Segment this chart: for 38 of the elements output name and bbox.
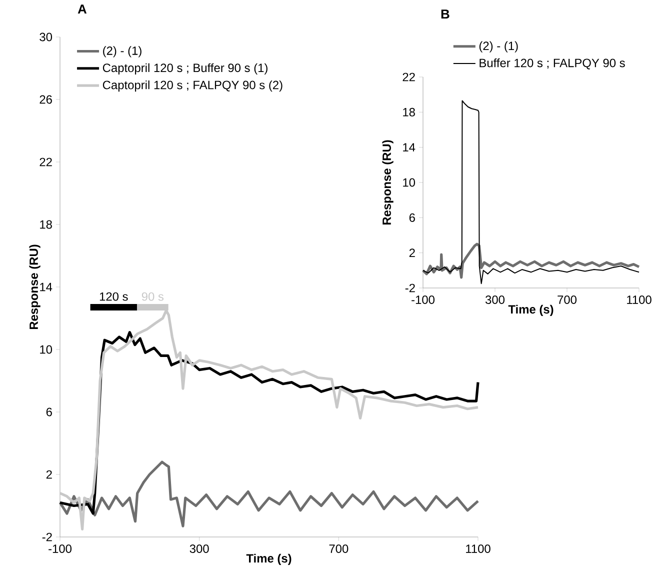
legend-label: Captopril 120 s ; Buffer 90 s (1) [102, 63, 268, 74]
x-axis-title: Time (s) [246, 554, 292, 565]
x-tick-label: 700 [329, 544, 348, 553]
legend-label: Buffer 120 s ; FALPQY 90 s [480, 58, 625, 70]
legend-label: Captopril 120 s ; FALPQY 90 s (2) [102, 80, 282, 92]
legend-label: (2) - (1) [479, 41, 518, 52]
y-tick-label: 2 [409, 248, 415, 257]
y-tick-label: 22 [40, 158, 52, 166]
y-axis-title: Response (RU) [29, 244, 40, 330]
chart-title: B [441, 10, 450, 18]
y-tick-label: 26 [40, 95, 52, 104]
y-tick-label: 2 [46, 470, 52, 479]
x-tick-label: 300 [485, 296, 505, 304]
annotation: 120 s [100, 292, 128, 301]
y-tick-label: -2 [405, 284, 415, 292]
y-tick-label: 22 [402, 72, 415, 82]
y-tick-label: -2 [42, 532, 52, 542]
y-tick-label: 6 [46, 408, 52, 416]
x-tick-label: 300 [190, 544, 209, 553]
y-tick-label: 10 [403, 178, 416, 187]
y-tick-label: 18 [403, 108, 415, 116]
y-tick-label: 14 [40, 282, 52, 292]
legend-label: (2) - (1) [103, 46, 142, 58]
y-tick-label: 30 [40, 32, 52, 42]
y-tick-label: 6 [409, 213, 415, 222]
y-tick-label: 14 [403, 143, 416, 152]
x-tick-label: 1100 [627, 296, 652, 304]
y-tick-label: 10 [40, 345, 52, 354]
x-tick-label: -100 [412, 296, 435, 304]
x-tick-label: 700 [558, 296, 577, 304]
y-axis-title: Response (RU) [382, 140, 394, 225]
line-series [422, 100, 640, 284]
x-tick-label: -100 [48, 544, 72, 553]
line-series [422, 242, 640, 279]
x-axis-title: Time (s) [508, 304, 554, 316]
x-tick-label: 1100 [466, 544, 490, 553]
chart-title: A [78, 4, 87, 14]
y-tick-label: 18 [40, 220, 52, 229]
